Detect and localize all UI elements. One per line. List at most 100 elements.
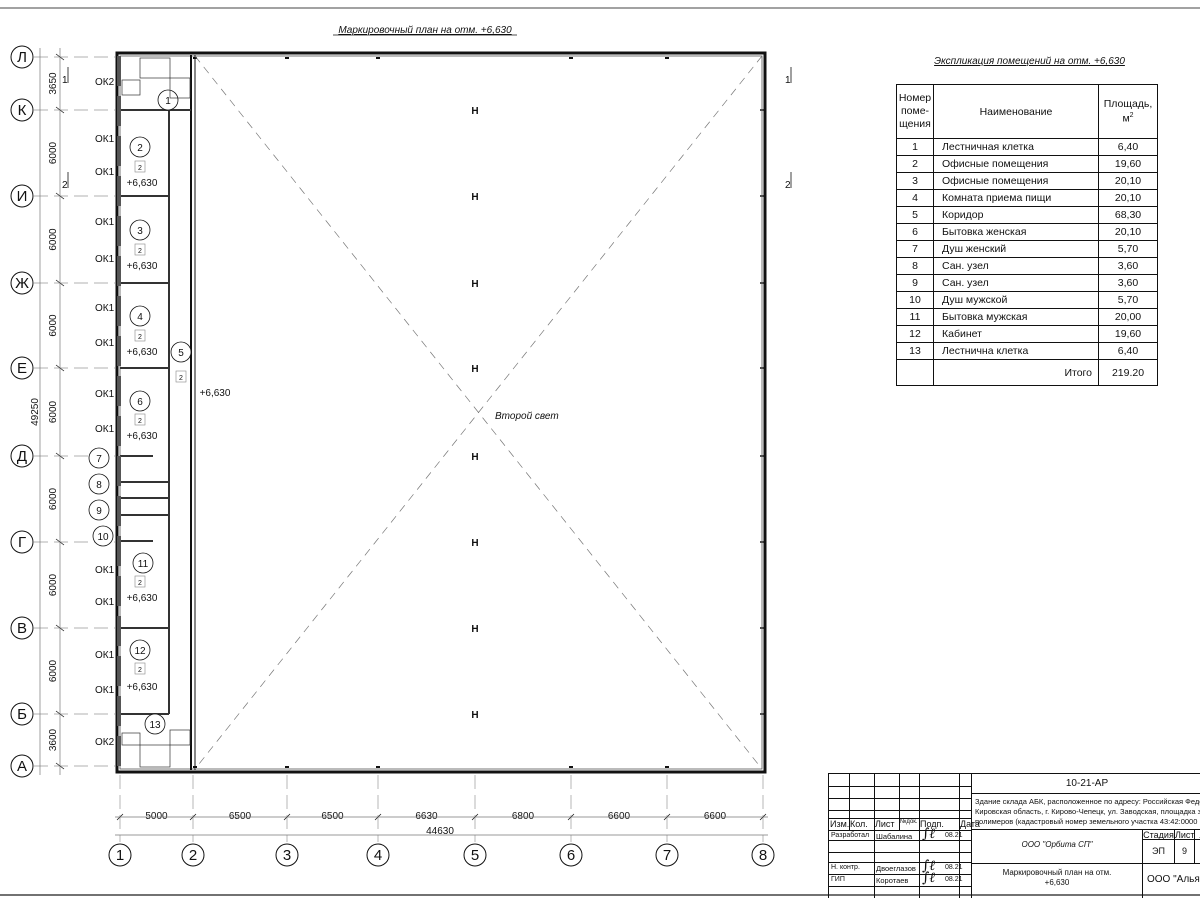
total-value: 219.20 [1098, 359, 1158, 386]
room-number-bubble [129, 390, 151, 412]
column-header: Подп. [920, 819, 944, 829]
column-marker: H [471, 106, 478, 117]
column-dimension: 6500 [229, 811, 252, 822]
row-axis-bubble [10, 616, 34, 640]
column-axis-bubble [751, 843, 775, 867]
sheets-value: 1 [1195, 846, 1200, 856]
column-axis-bubble [108, 843, 132, 867]
room-number-cell: 10 [896, 291, 934, 309]
level-mark: +6,630 [200, 388, 231, 399]
room-area-cell: 68,30 [1098, 206, 1158, 224]
room-name-cell: Бытовка мужская [933, 308, 1099, 326]
grid-line [874, 774, 875, 898]
column-axis-label: 5 [471, 847, 479, 864]
column-axis-label: 3 [283, 847, 291, 864]
plan-title: Маркировочный план на отм. +6,630 [338, 25, 512, 36]
room-number-cell: 7 [896, 240, 934, 258]
building-outline [115, 51, 767, 774]
level-mark: +6,630 [127, 682, 158, 693]
explication-row: 2 Офисные помещения 19,60 [896, 155, 1158, 173]
column-marker: H [471, 279, 478, 290]
stage-label: Стадия [1143, 830, 1174, 840]
explication-row: 6 Бытовка женская 20,10 [896, 223, 1158, 241]
sheet-title: Маркировочный план на отм. +6,630 [1002, 868, 1112, 887]
room-area-cell: 3,60 [1098, 257, 1158, 275]
room-number: 10 [97, 532, 109, 543]
room-number: 8 [96, 480, 102, 491]
column-marker: H [471, 710, 478, 721]
role-label: Н. контр. [831, 864, 860, 871]
column-axis-label: 1 [116, 847, 124, 864]
room-number-bubble [129, 639, 151, 661]
room-number-bubble [129, 219, 151, 241]
signature-image: ∫ℓ [922, 870, 936, 886]
column-header: №док. [900, 819, 918, 825]
room-number-cell: 13 [896, 342, 934, 360]
grid-line [829, 862, 971, 863]
column-header: Кол. [850, 819, 868, 829]
row-axis-bubble [10, 530, 34, 554]
level-mark: +6,630 [127, 261, 158, 272]
row-dimension: 6000 [48, 228, 59, 251]
room-name-cell: Душ мужской [933, 291, 1099, 309]
header-name: Наименование [933, 84, 1099, 139]
finish-tag-box [134, 160, 146, 173]
column-axis-label: 7 [663, 847, 671, 864]
finish-tag-box [134, 329, 146, 342]
room-name-cell: Лестничная клетка [933, 138, 1099, 156]
column-marker: H [471, 364, 478, 375]
row-axis-bubble [10, 754, 34, 778]
grid-line [829, 830, 971, 831]
explication-table: Номер поме-щения Наименование Площадь, м2 … [896, 84, 1158, 386]
finish-tag: 2 [138, 248, 142, 255]
room-number-cell: 1 [896, 138, 934, 156]
finish-tag-box [134, 575, 146, 588]
row-axis-label: Ж [15, 275, 29, 292]
explication-row: 7 Душ женский 5,70 [896, 240, 1158, 258]
column-axis-bubble [559, 843, 583, 867]
grid-line [829, 798, 971, 799]
room-number-bubble [129, 136, 151, 158]
column-marker: H [471, 192, 478, 203]
finish-tag-box [134, 662, 146, 675]
window-label: ОК1 [95, 303, 115, 314]
window-label: ОК1 [95, 389, 115, 400]
finish-tag: 2 [138, 334, 142, 341]
room-number-bubble [92, 525, 114, 547]
explication-row: 4 Комната приема пищи 20,10 [896, 189, 1158, 207]
room-number-cell: 4 [896, 189, 934, 207]
explication-row: 1 Лестничная клетка 6,40 [896, 138, 1158, 156]
hall-label: Второй свет [495, 411, 559, 422]
window-label: ОК1 [95, 597, 115, 608]
total-height-dimension: 49250 [30, 398, 41, 426]
column-axis-bubble [275, 843, 299, 867]
window-label: ОК1 [95, 650, 115, 661]
row-dimension: 6000 [48, 659, 59, 682]
grid-line [899, 774, 900, 830]
company-name: ООО "Альянс [1147, 874, 1200, 885]
room-area-cell: 20,00 [1098, 308, 1158, 326]
finish-tag: 2 [179, 375, 183, 382]
room-number: 13 [149, 720, 161, 731]
row-axis-bubble [10, 356, 34, 380]
column-axis-label: 6 [567, 847, 575, 864]
section-mark-label: 2 [62, 180, 68, 191]
finish-tag: 2 [138, 165, 142, 172]
room-name-cell: Кабинет [933, 325, 1099, 343]
person-name: Коротаев [876, 876, 909, 885]
row-dimension: 3600 [48, 728, 59, 751]
sign-date: 08.21 [945, 832, 963, 839]
person-name: Шабалина [876, 832, 913, 841]
grid-line [829, 818, 971, 819]
column-axis-label: 4 [374, 847, 382, 864]
role-label: ГИП [831, 876, 845, 883]
room-name-cell: Сан. узел [933, 257, 1099, 275]
row-dimension: 6000 [48, 573, 59, 596]
room-number-cell: 3 [896, 172, 934, 190]
column-dimension: 6500 [321, 811, 344, 822]
finish-tag-box [134, 413, 146, 426]
explication-row: 11 Бытовка мужская 20,00 [896, 308, 1158, 326]
grid-line [829, 852, 971, 853]
level-mark: +6,630 [127, 593, 158, 604]
